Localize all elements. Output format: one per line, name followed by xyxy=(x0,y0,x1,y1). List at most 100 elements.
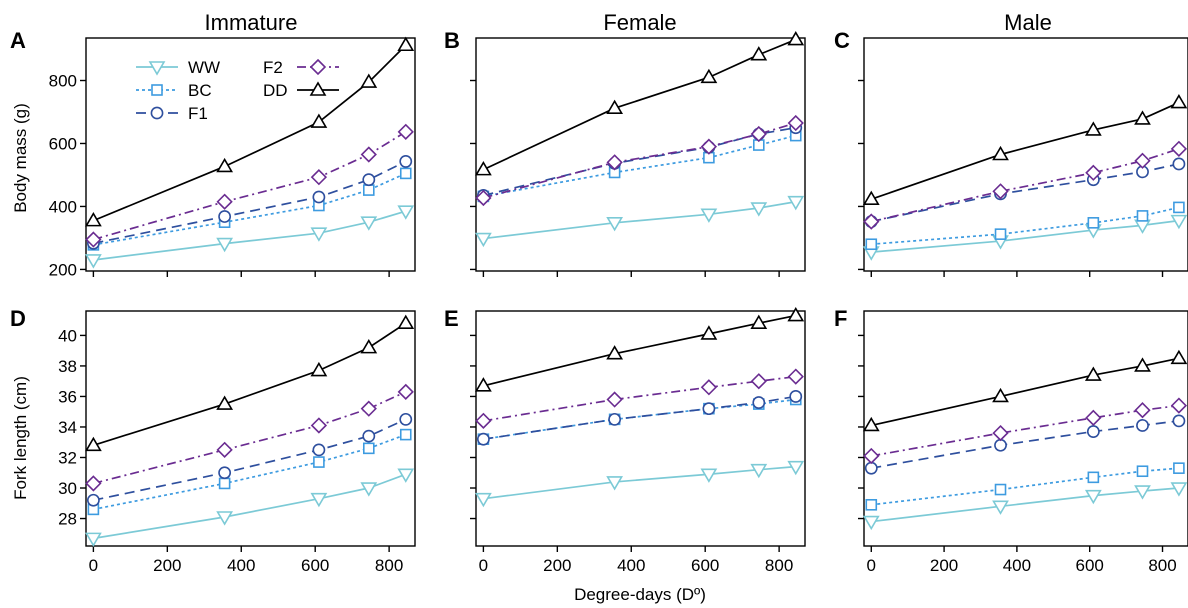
data-point-dd xyxy=(606,99,624,115)
data-point-f1 xyxy=(864,461,878,475)
data-point-f1 xyxy=(994,438,1007,452)
data-point-f2 xyxy=(787,114,804,132)
y-tick-label-d: 40 xyxy=(58,326,77,345)
series-line-bc xyxy=(93,172,407,246)
y-axis-label-fork-length: Fork length (cm) xyxy=(11,376,30,500)
data-point-bc xyxy=(1173,462,1185,474)
series-line-f2 xyxy=(871,148,1180,223)
x-tick-label-e: 200 xyxy=(543,556,571,575)
data-point-ww xyxy=(992,500,1009,515)
data-point-f2 xyxy=(216,193,233,210)
data-point-dd xyxy=(1134,110,1151,125)
data-point-bc xyxy=(865,498,878,511)
data-point-ww xyxy=(1170,482,1188,497)
data-point-f2 xyxy=(750,373,767,390)
data-point-bc xyxy=(362,184,375,196)
data-point-f2 xyxy=(85,231,102,248)
series-bc-f xyxy=(865,462,1185,511)
data-point-dd xyxy=(1170,93,1188,109)
series-line-f2 xyxy=(483,122,797,199)
x-tick-label-d: 400 xyxy=(227,556,255,575)
data-point-f2 xyxy=(863,447,880,465)
data-point-ww xyxy=(216,511,234,526)
series-ww-c xyxy=(862,214,1188,261)
series-line-f2 xyxy=(483,375,796,422)
data-point-dd xyxy=(862,190,880,206)
series-bc-a xyxy=(87,167,412,251)
series-dd-c xyxy=(862,93,1188,206)
data-point-f1 xyxy=(752,396,766,409)
data-point-f2 xyxy=(310,417,328,434)
data-point-dd xyxy=(992,387,1009,403)
data-point-f1 xyxy=(362,173,376,187)
data-point-dd xyxy=(310,361,328,377)
data-point-f2 xyxy=(606,391,623,408)
data-point-ww xyxy=(397,468,415,483)
series-line-bc xyxy=(93,433,407,511)
data-point-dd xyxy=(992,145,1009,161)
y-tick-label-d: 36 xyxy=(58,387,77,406)
legend-entry-bc: BC xyxy=(136,81,212,100)
series-line-ww xyxy=(871,487,1179,523)
data-point-f2 xyxy=(216,441,233,458)
data-point-dd xyxy=(360,339,378,354)
data-point-ww xyxy=(360,216,378,231)
data-point-dd xyxy=(700,68,718,84)
data-point-ww xyxy=(1084,489,1102,505)
data-point-f1 xyxy=(312,190,326,204)
data-point-bc xyxy=(399,167,412,180)
data-point-f2 xyxy=(1085,409,1102,426)
panel-a: A 200 400 600 800 WW BC F1 F2 DD xyxy=(10,28,416,279)
panel-b: B xyxy=(444,28,806,277)
data-point-dd xyxy=(862,416,880,432)
data-point-bc xyxy=(1136,210,1149,222)
series-line-ww xyxy=(93,473,407,540)
series-line-dd xyxy=(871,357,1180,427)
data-point-f1 xyxy=(362,429,376,443)
data-point-f1 xyxy=(399,155,413,168)
series-f1-f xyxy=(864,414,1186,475)
data-point-dd xyxy=(1084,366,1102,381)
data-point-dd xyxy=(606,345,624,360)
data-point-ww xyxy=(750,202,768,217)
series-f1-e xyxy=(476,390,803,446)
series-bc-e xyxy=(477,393,802,445)
panel-e: E 0 200 400 600 800 xyxy=(444,306,806,575)
data-point-f2 xyxy=(85,475,102,492)
series-ww-b xyxy=(475,195,805,248)
data-point-dd xyxy=(1134,357,1151,372)
series-dd-b xyxy=(475,30,805,176)
y-tick-label-d: 38 xyxy=(58,357,77,376)
data-point-dd xyxy=(1170,349,1188,365)
data-point-f2 xyxy=(397,383,414,401)
series-line-f1 xyxy=(483,126,796,197)
data-point-dd xyxy=(750,314,768,330)
data-point-f1 xyxy=(608,412,622,426)
data-point-f1 xyxy=(476,432,490,446)
data-point-f1 xyxy=(1086,425,1100,438)
data-point-f1 xyxy=(1172,157,1186,171)
data-point-dd xyxy=(85,436,102,452)
data-point-f1 xyxy=(86,493,100,507)
column-title-male: Male xyxy=(1004,10,1052,35)
series-f2-c xyxy=(863,140,1188,230)
panel-f: F 0 200 400 600 800 xyxy=(834,306,1188,575)
data-point-bc xyxy=(218,477,231,490)
series-ww-e xyxy=(475,460,805,508)
column-title-female: Female xyxy=(603,10,676,35)
data-point-dd xyxy=(787,30,805,46)
series-f1-d xyxy=(86,412,413,507)
panel-letter-c: C xyxy=(834,28,850,53)
data-point-bc xyxy=(313,456,325,468)
data-point-ww xyxy=(606,217,624,232)
series-line-f2 xyxy=(93,131,407,241)
x-tick-label-e: 800 xyxy=(765,556,793,575)
x-tick-label-d: 800 xyxy=(375,556,403,575)
legend-marker xyxy=(309,81,327,96)
data-point-bc xyxy=(994,483,1007,496)
data-point-dd xyxy=(475,161,492,176)
series-line-bc xyxy=(871,467,1179,506)
panel-letter-e: E xyxy=(444,306,459,331)
series-line-dd xyxy=(483,314,796,387)
